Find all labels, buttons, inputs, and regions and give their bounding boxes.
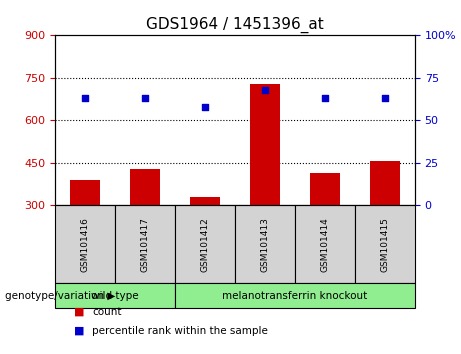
Text: ■: ■ (74, 307, 84, 316)
Title: GDS1964 / 1451396_at: GDS1964 / 1451396_at (146, 16, 324, 33)
Bar (115, 205, 175, 283)
Point (381, 96, 389, 101)
Bar (175, 283, 415, 308)
Point (321, 96, 329, 101)
Bar (355, 205, 415, 283)
Text: GSM101414: GSM101414 (320, 217, 330, 272)
Bar (70, 180, 100, 205)
Bar (370, 161, 400, 205)
Bar (310, 173, 340, 205)
Text: melanotransferrin knockout: melanotransferrin knockout (222, 291, 368, 301)
Point (201, 104, 209, 110)
Text: GSM101413: GSM101413 (260, 217, 270, 272)
Text: percentile rank within the sample: percentile rank within the sample (92, 326, 268, 336)
Text: GSM101416: GSM101416 (81, 217, 90, 272)
Point (261, 87, 269, 93)
Text: GSM101412: GSM101412 (201, 217, 210, 272)
Bar (175, 205, 235, 283)
Bar (250, 84, 280, 205)
Text: genotype/variation ▶: genotype/variation ▶ (5, 291, 115, 301)
Text: GSM101415: GSM101415 (380, 217, 390, 272)
Bar (190, 197, 220, 205)
Bar (295, 205, 355, 283)
Text: GSM101417: GSM101417 (141, 217, 150, 272)
Text: ■: ■ (74, 326, 84, 336)
Bar (130, 169, 160, 205)
Bar (55, 283, 175, 308)
Text: count: count (92, 307, 122, 316)
Point (82, 96, 89, 101)
Bar (55, 205, 115, 283)
Text: wild type: wild type (91, 291, 139, 301)
Bar (235, 205, 295, 283)
Point (142, 96, 149, 101)
